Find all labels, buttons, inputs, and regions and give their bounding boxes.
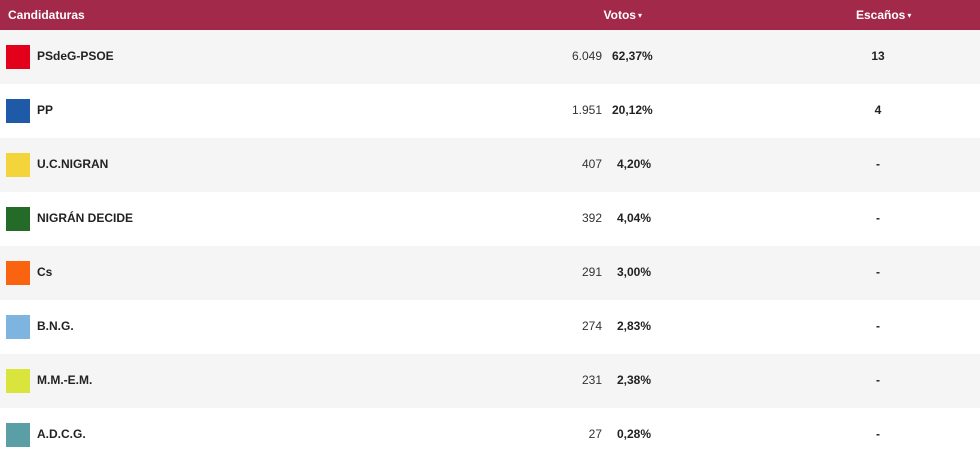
table-row: PSdeG-PSOE 6.049 62,37% 13	[0, 30, 980, 84]
party-name: Cs	[37, 265, 53, 279]
table-row: NIGRÁN DECIDE 392 4,04% -	[0, 192, 980, 246]
party-name: A.D.C.G.	[37, 427, 86, 441]
sort-arrow-icon: ▾	[907, 11, 912, 20]
header-escanos-label: Escaños	[856, 8, 906, 22]
party-seats: 13	[871, 49, 885, 63]
party-color-swatch	[6, 315, 30, 339]
party-color-swatch	[6, 423, 30, 447]
party-name: PP	[37, 103, 54, 117]
party-votes: 6.049	[571, 49, 602, 63]
party-seats: -	[876, 319, 880, 333]
party-votes: 392	[581, 211, 602, 225]
party-name: B.N.G.	[37, 319, 74, 333]
party-percentage: 62,37%	[612, 49, 653, 63]
party-name: PSdeG-PSOE	[37, 49, 114, 63]
party-percentage: 2,38%	[616, 373, 651, 387]
table-row: Cs 291 3,00% -	[0, 246, 980, 300]
party-color-swatch	[6, 207, 30, 231]
table-row: A.D.C.G. 27 0,28% -	[0, 408, 980, 462]
header-escanos-sort[interactable]: Escaños ▾	[856, 8, 911, 22]
party-votes: 27	[588, 427, 602, 441]
party-percentage: 2,83%	[616, 319, 651, 333]
header-votos-sort[interactable]: Votos ▾	[604, 8, 642, 22]
party-percentage: 20,12%	[612, 103, 653, 117]
table-header: Candidaturas Votos ▾ Escaños ▾	[0, 0, 980, 30]
party-color-swatch	[6, 153, 30, 177]
table-row: PP 1.951 20,12% 4	[0, 84, 980, 138]
party-color-swatch	[6, 99, 30, 123]
table-body: PSdeG-PSOE 6.049 62,37% 13 PP 1.951 20,1…	[0, 30, 980, 462]
table-row: M.M.-E.M. 231 2,38% -	[0, 354, 980, 408]
party-name: M.M.-E.M.	[37, 373, 93, 387]
table-row: B.N.G. 274 2,83% -	[0, 300, 980, 354]
party-percentage: 0,28%	[616, 427, 651, 441]
party-color-swatch	[6, 369, 30, 393]
sort-arrow-icon: ▾	[637, 11, 642, 20]
party-color-swatch	[6, 45, 30, 69]
party-percentage: 4,04%	[616, 211, 651, 225]
party-votes: 1.951	[571, 103, 602, 117]
party-percentage: 3,00%	[616, 265, 651, 279]
party-seats: -	[876, 427, 880, 441]
party-seats: 4	[874, 103, 882, 117]
party-votes: 407	[581, 157, 602, 171]
party-color-swatch	[6, 261, 30, 285]
party-seats: -	[876, 265, 880, 279]
party-seats: -	[876, 157, 880, 171]
party-seats: -	[876, 373, 880, 387]
party-seats: -	[876, 211, 880, 225]
header-votos-label: Votos	[603, 8, 636, 22]
party-percentage: 4,20%	[616, 157, 651, 171]
header-candidaturas: Candidaturas	[8, 8, 85, 22]
party-votes: 291	[581, 265, 602, 279]
table-row: U.C.NIGRAN 407 4,20% -	[0, 138, 980, 192]
party-name: U.C.NIGRAN	[37, 157, 109, 171]
party-votes: 274	[581, 319, 602, 333]
party-votes: 231	[581, 373, 602, 387]
party-name: NIGRÁN DECIDE	[37, 211, 134, 225]
